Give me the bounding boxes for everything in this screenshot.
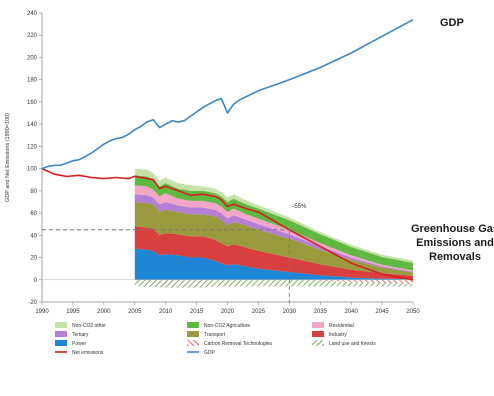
x-tick-label: 2000 (97, 309, 111, 315)
y-tick-label: 140 (27, 122, 38, 128)
y-tick-label: -20 (28, 300, 37, 306)
legend-swatch-transport (187, 331, 199, 337)
legend-label-net-emissions: Net emissions (72, 350, 104, 356)
legend-label-transport: Transport (204, 332, 226, 338)
area-carbon-removal-technologies (289, 279, 413, 285)
ghg-label-line: Removals (429, 251, 481, 263)
removal-areas (134, 279, 414, 288)
y-tick-label: 100 (27, 167, 38, 173)
x-tick-label: 1995 (66, 309, 80, 315)
x-tick-label: 2020 (221, 309, 235, 315)
legend-swatch-tertiary (55, 331, 67, 337)
line-gdp (41, 18, 414, 170)
x-tick-label: 2010 (159, 309, 173, 315)
annotations: GDP Greenhouse Gas Emissions and Removals -5… (42, 17, 494, 302)
y-tick-label: 200 (27, 55, 38, 61)
legend-label-carbon-removal-technologies: Carbon Removal Technologies (204, 341, 273, 347)
stacked-areas (134, 168, 414, 280)
x-tick-label: 2035 (314, 309, 328, 315)
y-tick-label: 120 (27, 144, 38, 150)
legend-swatch-land-use-and-forests (312, 340, 324, 346)
area-non-co2-agriculture (134, 175, 414, 271)
legend-label-non-co2-agriculture: Non-CO2 Agriculture (204, 323, 250, 329)
x-tick-label: 2025 (252, 309, 266, 315)
x-tick-label: 2045 (375, 309, 389, 315)
legend-label-power: Power (72, 341, 87, 347)
legend: Non-CO2 other Non-CO2 Agriculture Resident… (55, 322, 376, 356)
y-tick-label: 0 (34, 278, 38, 284)
legend-swatch-residential (312, 322, 324, 328)
line-series (41, 18, 414, 281)
legend-label-residential: Residential (329, 323, 354, 329)
y-axis-label: GDP and Net Emissions (1990=100) (5, 113, 11, 202)
legend-label-industry: Industry (329, 332, 347, 338)
area-power (134, 248, 414, 280)
legend-label-non-co2-other: Non-CO2 other (72, 323, 106, 329)
legend-label-tertiary: Tertiary (72, 332, 89, 338)
axes: -200204060801001201401601802002202401990… (5, 11, 420, 315)
legend-swatch-non-co2-agriculture (187, 322, 199, 328)
x-tick-label: 2030 (283, 309, 297, 315)
y-tick-label: 60 (30, 211, 37, 217)
legend-swatch-non-co2-other (55, 322, 67, 328)
y-tick-label: 240 (27, 11, 38, 17)
y-tick-label: 160 (27, 100, 38, 106)
area-tertiary (134, 194, 414, 273)
y-tick-label: 220 (27, 33, 38, 39)
y-tick-label: 40 (30, 233, 37, 239)
x-tick-label: 2015 (190, 309, 204, 315)
legend-swatch-industry (312, 331, 324, 337)
y-tick-label: 180 (27, 78, 38, 84)
line-net-emissions (41, 167, 414, 281)
y-tick-label: 20 (30, 256, 37, 262)
x-tick-label: 2050 (406, 309, 420, 315)
reduction-label: -55% (292, 204, 307, 210)
legend-label-gdp: GDP (204, 350, 216, 356)
ghg-label-line: Emissions and (416, 237, 494, 249)
area-transport (134, 202, 414, 276)
area-industry (134, 226, 414, 280)
gdp-label: GDP (440, 17, 464, 29)
x-tick-label: 2005 (128, 309, 142, 315)
legend-label-land-use-and-forests: Land use and forests (329, 341, 376, 347)
x-tick-label: 2040 (344, 309, 358, 315)
x-tick-label: 1990 (35, 309, 49, 315)
area-land-use-and-forests (134, 279, 414, 288)
ghg-label-line: Greenhouse Gas (411, 223, 494, 235)
legend-swatch-carbon-removal-technologies (187, 340, 199, 346)
area-residential (134, 185, 414, 272)
legend-swatch-power (55, 340, 67, 346)
y-tick-label: 80 (30, 189, 37, 195)
